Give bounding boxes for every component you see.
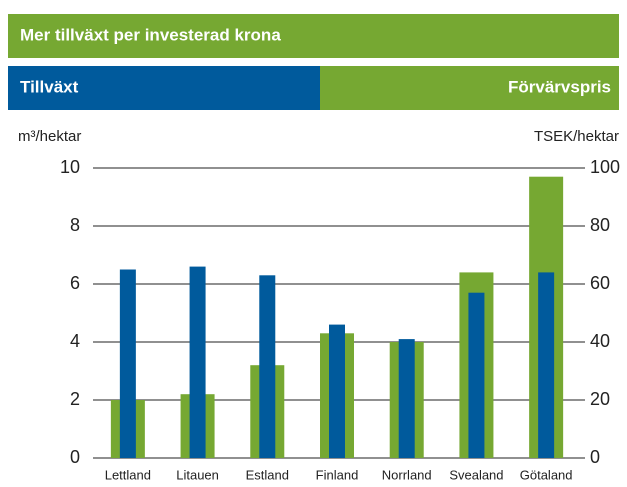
- x-tick-label: Finland: [316, 467, 359, 482]
- y2-tick-label: 60: [590, 273, 610, 293]
- bar: [189, 266, 206, 458]
- y2-tick-label: 100: [590, 157, 620, 177]
- x-tick-label: Svealand: [449, 467, 503, 482]
- y-tick-label: 2: [70, 389, 80, 409]
- legend-label: Förvärvspris: [508, 77, 611, 96]
- legend-swatch: [8, 66, 320, 110]
- y-tick-label: 4: [70, 331, 80, 351]
- bar: [468, 292, 485, 458]
- y-tick-label: 8: [70, 215, 80, 235]
- y-axis-label: m³/hektar: [18, 128, 81, 145]
- chart-title: Mer tillväxt per investerad krona: [20, 25, 281, 44]
- y2-tick-label: 80: [590, 215, 610, 235]
- bar: [538, 272, 555, 458]
- title-bar: [8, 14, 619, 58]
- y-tick-label: 6: [70, 273, 80, 293]
- x-tick-label: Götaland: [520, 467, 573, 482]
- x-tick-label: Estland: [246, 467, 289, 482]
- bar: [259, 275, 276, 458]
- bar: [329, 324, 345, 458]
- bar: [119, 269, 136, 458]
- y2-tick-label: 40: [590, 331, 610, 351]
- x-tick-label: Lettland: [105, 467, 151, 482]
- x-tick-label: Norrland: [382, 467, 432, 482]
- y-tick-label: 10: [60, 157, 80, 177]
- y2-tick-label: 20: [590, 389, 610, 409]
- y-tick-label: 0: [70, 447, 80, 467]
- y2-tick-label: 0: [590, 447, 600, 467]
- legend-swatch: [320, 66, 619, 110]
- bar: [398, 339, 415, 458]
- x-tick-label: Litauen: [176, 467, 219, 482]
- y2-axis-label: TSEK/hektar: [534, 128, 619, 145]
- legend-label: Tillväxt: [20, 77, 79, 96]
